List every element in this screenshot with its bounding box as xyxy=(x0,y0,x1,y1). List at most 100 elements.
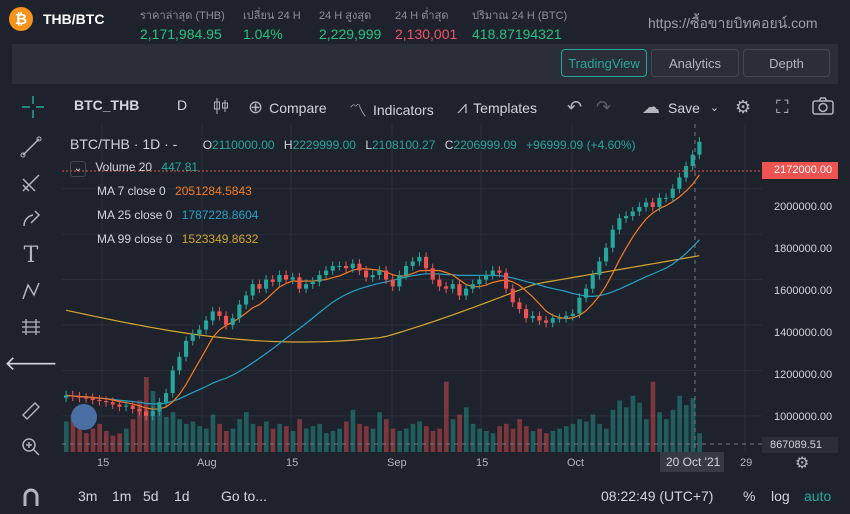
fullscreen-icon[interactable]: ⛶ xyxy=(776,97,789,117)
volume-bar xyxy=(524,426,529,452)
log-scale-button[interactable]: log xyxy=(771,488,790,504)
collapse-chevron-icon[interactable]: ⌄ xyxy=(70,161,86,177)
crosshair-icon[interactable] xyxy=(20,94,46,120)
magnet-icon[interactable] xyxy=(18,484,44,510)
ma99-legend[interactable]: MA 99 close 0 1523349.8632 xyxy=(97,232,258,246)
candle-body xyxy=(197,329,202,335)
volume-bar xyxy=(97,423,102,452)
save-button[interactable]: ☁ Save ⌄ xyxy=(642,97,719,118)
open-label: O xyxy=(202,138,213,152)
price-axis[interactable]: 2000000.00 1800000.00 1600000.00 1400000… xyxy=(762,124,850,453)
pattern-tool-icon[interactable] xyxy=(18,278,44,304)
candle-body xyxy=(410,261,415,266)
volume-bar xyxy=(104,430,109,452)
timezone-clock[interactable]: 08:22:49 (UTC+7) xyxy=(601,488,714,504)
volume-bar xyxy=(390,428,396,452)
bottom-toolbar: 3m 1m 5d 1d Go to... 08:22:49 (UTC+7) % … xyxy=(62,480,850,514)
stat-label: 24 H สูงสุด xyxy=(319,10,372,22)
stat-value: 2,130,001 xyxy=(395,26,458,42)
candle-body xyxy=(624,216,629,219)
candle-body xyxy=(490,270,495,276)
ma7-legend[interactable]: MA 7 close 0 2051284.5843 xyxy=(97,184,252,198)
candle-body xyxy=(424,256,429,269)
volume-bar xyxy=(564,426,569,452)
ma25-legend[interactable]: MA 25 close 0 1787228.8604 xyxy=(97,208,258,222)
volume-bar xyxy=(370,428,376,452)
zoom-in-icon[interactable] xyxy=(18,434,44,460)
tab-analytics[interactable]: Analytics xyxy=(651,49,739,77)
volume-bar xyxy=(484,430,489,452)
candle-body xyxy=(377,270,382,276)
redo-icon[interactable]: ↷ xyxy=(596,97,612,117)
range-5d-button[interactable]: 5d xyxy=(143,488,159,504)
volume-bar xyxy=(657,412,662,452)
volume-label: Volume 20 xyxy=(95,160,153,174)
candle-body xyxy=(637,206,642,212)
close-value: 2206999.09 xyxy=(453,138,517,152)
range-1m-button[interactable]: 1m xyxy=(112,488,132,504)
volume-bar xyxy=(644,419,649,452)
candle-body xyxy=(630,211,635,217)
volume-bar xyxy=(90,428,96,452)
axis-settings-gear-icon[interactable]: ⚙ xyxy=(795,455,810,472)
bitcoin-icon: ₿ xyxy=(9,7,33,31)
volume-value: 447.81 xyxy=(161,160,199,174)
tab-tradingview[interactable]: TradingView xyxy=(561,49,647,77)
candle-body xyxy=(597,261,602,276)
ruler-icon[interactable] xyxy=(18,398,44,424)
brush-icon[interactable] xyxy=(18,206,44,232)
candle-body xyxy=(224,315,229,325)
candle-body xyxy=(350,263,355,269)
settings-gear-icon[interactable]: ⚙ xyxy=(735,97,752,117)
price-tick: 1800000.00 xyxy=(774,243,833,255)
candles-icon[interactable] xyxy=(213,97,229,115)
prediction-tool-icon[interactable] xyxy=(18,314,44,340)
percent-scale-button[interactable]: % xyxy=(743,488,756,504)
candle-body xyxy=(184,340,189,357)
volume-bar xyxy=(397,430,402,452)
range-1d-button[interactable]: 1d xyxy=(174,488,190,504)
volume-bar xyxy=(190,421,196,452)
volume-bar xyxy=(284,426,289,452)
volume-bar xyxy=(684,405,689,452)
candle-body xyxy=(484,275,489,280)
candle-body xyxy=(430,268,435,280)
candle-body xyxy=(510,288,515,303)
volume-bar xyxy=(577,419,582,452)
undo-icon[interactable]: ↶ xyxy=(567,97,583,117)
time-axis[interactable]: 15 Aug 15 Sep 15 Oct 29 20 Oct '21 xyxy=(62,452,762,474)
volume-bar xyxy=(537,428,542,452)
candle-body xyxy=(150,411,155,416)
volume-bar xyxy=(124,428,129,452)
candle-body xyxy=(237,304,242,319)
range-3m-button[interactable]: 3m xyxy=(78,488,98,504)
pair-title[interactable]: THB/BTC xyxy=(43,11,105,27)
fib-tools-icon[interactable] xyxy=(18,170,44,196)
tab-depth[interactable]: Depth xyxy=(743,49,830,77)
compare-button[interactable]: ⊕ Compare xyxy=(248,97,327,118)
volume-bar xyxy=(470,423,476,452)
time-tick: 15 xyxy=(97,457,110,469)
volume-bar xyxy=(70,414,76,452)
back-arrow-icon[interactable]: 🡐 xyxy=(4,352,58,375)
trend-line-icon[interactable] xyxy=(18,134,44,160)
text-tool-icon[interactable]: T xyxy=(23,242,39,268)
crosshair-price-label: 867089.51 xyxy=(762,437,838,453)
candlestick-chart-svg[interactable] xyxy=(62,124,762,452)
indicators-button[interactable]: 〽 Indicators xyxy=(349,97,434,123)
auto-scale-button[interactable]: auto xyxy=(804,488,832,504)
goto-button[interactable]: Go to... xyxy=(221,488,267,504)
volume-bar xyxy=(157,409,162,452)
volume-bar xyxy=(477,428,482,452)
interval-button[interactable]: D xyxy=(177,97,188,113)
price-chart[interactable]: BTC/THB · 1D · - O2110000.00 H2229999.00… xyxy=(62,124,762,452)
camera-icon[interactable] xyxy=(812,97,834,115)
templates-button[interactable]: ⩘ Templates xyxy=(457,97,537,118)
volume-bar xyxy=(150,391,156,452)
candle-body xyxy=(404,265,409,276)
volume-legend[interactable]: ⌄ Volume 20 447.81 xyxy=(70,160,198,177)
symbol-search-button[interactable]: BTC_THB xyxy=(74,97,140,113)
plus-circle-icon: ⊕ xyxy=(248,97,264,117)
volume-bar xyxy=(277,423,282,452)
volume-bar xyxy=(510,428,516,452)
